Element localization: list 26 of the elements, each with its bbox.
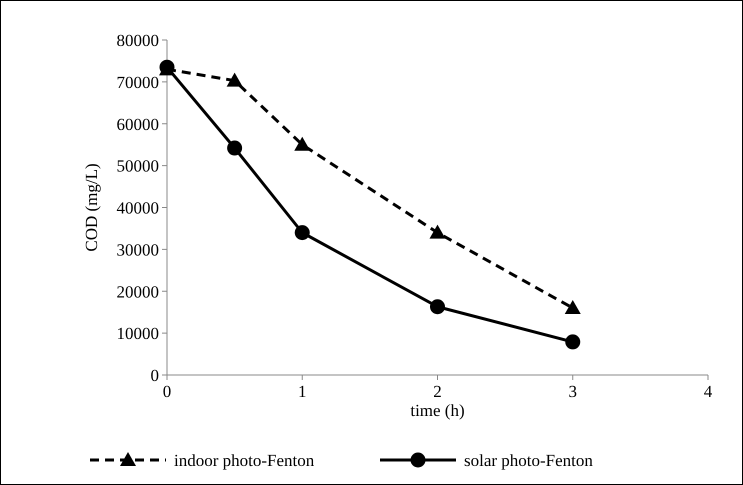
point (226, 72, 243, 87)
y-tick-label: 20000 (116, 282, 159, 302)
y-tick-label: 60000 (116, 114, 159, 134)
legend-label: solar photo-Fenton (464, 451, 594, 470)
y-axis-title: COD (mg/L) (82, 163, 101, 252)
y-tick-label: 10000 (116, 324, 159, 344)
y-tick-label: 80000 (116, 31, 159, 50)
x-tick-label: 1 (298, 382, 306, 401)
y-tick-label: 0 (150, 366, 159, 385)
point (227, 140, 242, 156)
y-tick-label: 50000 (116, 156, 159, 176)
point (564, 300, 581, 314)
x-tick-label: 3 (568, 382, 577, 401)
y-tick-label: 30000 (116, 240, 159, 260)
x-tick-label: 2 (433, 382, 442, 401)
x-tick-label: 4 (704, 382, 713, 401)
x-tick-label: 0 (162, 382, 172, 401)
point (430, 299, 445, 314)
point (294, 225, 310, 240)
point (565, 334, 580, 350)
y-tick-label: 70000 (116, 72, 159, 92)
point (430, 224, 446, 239)
legend-label: indoor photo-Fenton (174, 451, 315, 470)
point (294, 136, 310, 151)
y-tick-label: 40000 (116, 198, 159, 218)
x-axis-title: time (h) (410, 401, 465, 420)
